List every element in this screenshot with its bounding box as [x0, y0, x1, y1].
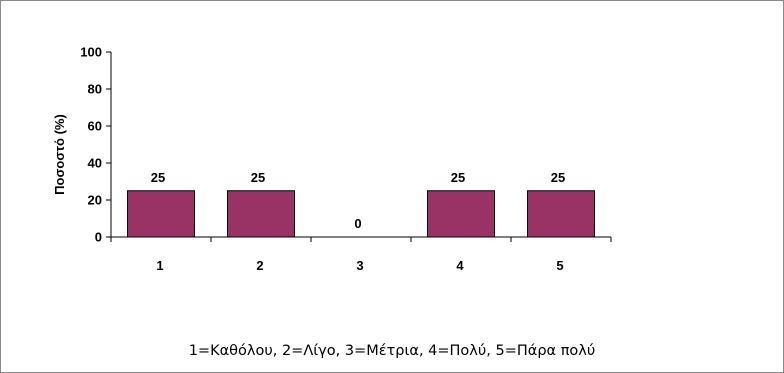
x-tick-label-5: 5 [556, 258, 563, 273]
y-tick-label: 40 [88, 156, 102, 171]
y-tick-label: 80 [88, 82, 102, 97]
data-labels: 25 25 0 25 25 [151, 170, 565, 231]
data-label-5: 25 [551, 170, 565, 185]
bar-2 [227, 190, 295, 238]
bars [127, 190, 595, 238]
y-tick-label: 20 [88, 193, 102, 208]
y-tick-label: 100 [80, 45, 102, 60]
y-tick-label: 60 [88, 119, 102, 134]
data-label-1: 25 [151, 170, 165, 185]
x-tick-label-2: 2 [256, 258, 263, 273]
y-tick-label: 0 [95, 230, 102, 245]
data-label-4: 25 [451, 170, 465, 185]
x-tick-label-4: 4 [456, 258, 464, 273]
x-tick-label-1: 1 [156, 258, 163, 273]
x-ticks [110, 237, 612, 242]
y-axis-label: Ποσοστό (%) [52, 114, 67, 195]
bar-1 [127, 190, 195, 238]
y-ticks: 0 20 40 60 80 100 [80, 45, 111, 245]
category-legend-note: 1=Καθόλου, 2=Λίγο, 3=Μέτρια, 4=Πολύ, 5=Π… [188, 343, 596, 359]
bar-4 [427, 190, 495, 238]
data-label-3: 0 [354, 216, 361, 231]
data-label-2: 25 [251, 170, 265, 185]
bar-5 [527, 190, 595, 238]
x-tick-labels: 1 2 3 4 5 [156, 258, 563, 273]
x-tick-label-3: 3 [356, 258, 363, 273]
